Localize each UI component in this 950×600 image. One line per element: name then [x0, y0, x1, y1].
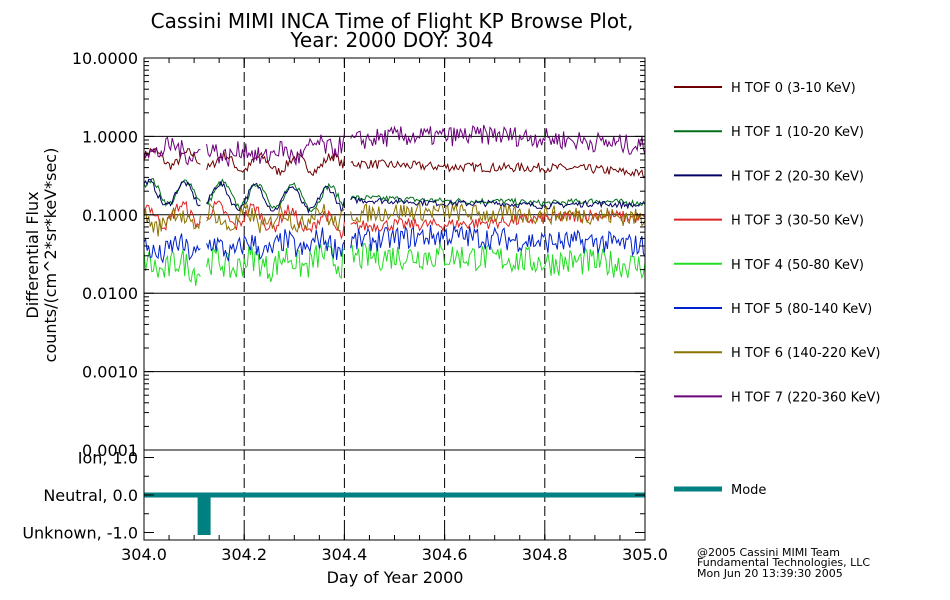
- flux-series-line-3: [143, 200, 646, 240]
- flux-series-line-4: [143, 241, 646, 286]
- x-axis-ticks: 304.0 304.2 304.4 304.6 304.8 305.0: [121, 58, 668, 564]
- flux-y-tick-label: 1.0000: [82, 127, 138, 146]
- footer-line1: @2005 Cassini MIMI Team: [697, 546, 840, 559]
- flux-y-tick-label: 0.0001: [82, 441, 138, 460]
- x-tick-label: 304.6: [422, 545, 468, 564]
- legend-label-2: H TOF 2 (20-30 KeV): [731, 169, 864, 184]
- legend-label-mode: Mode: [731, 483, 766, 498]
- legend-label-3: H TOF 3 (30-50 KeV): [731, 214, 864, 229]
- flux-y-tick-label: 0.1000: [82, 206, 138, 225]
- mode-y-tick-label: Unknown, -1.0: [22, 524, 138, 543]
- legend-label-0: H TOF 0 (3-10 KeV): [731, 81, 856, 96]
- y-axis-label-line2: counts/(cm^2*sr*keV*sec): [41, 148, 60, 363]
- x-tick-label: 304.8: [522, 545, 568, 564]
- y-axis-label-line1: Differential Flux: [23, 191, 42, 318]
- flux-series-line-5: [143, 225, 646, 264]
- x-axis-label: Day of Year 2000: [327, 568, 464, 587]
- flux-y-ticks: 10.0000 1.0000 0.1000 0.0100 0.0010 0.0001: [72, 49, 645, 460]
- x-tick-label: 304.4: [321, 545, 367, 564]
- legend-label-6: H TOF 6 (140-220 KeV): [731, 346, 880, 361]
- flux-series-line-7: [143, 124, 646, 167]
- legend-label-5: H TOF 5 (80-140 KeV): [731, 302, 872, 317]
- footer-line3: Mon Jun 20 13:39:30 2005: [697, 567, 843, 580]
- x-tick-label: 304.0: [121, 545, 167, 564]
- flux-series-line-2: [143, 178, 646, 214]
- legend-label-4: H TOF 4 (50-80 KeV): [731, 258, 864, 273]
- x-tick-label: 304.2: [221, 545, 267, 564]
- mode-series: [144, 492, 645, 535]
- flux-series-line-6: [143, 201, 646, 237]
- flux-y-tick-label: 10.0000: [72, 49, 138, 68]
- mode-y-ticks: Ion, 1.0 Neutral, 0.0 Unknown, -1.0: [22, 449, 645, 543]
- flux-y-tick-label: 0.0100: [82, 284, 138, 303]
- legend-label-1: H TOF 1 (10-20 KeV): [731, 125, 864, 140]
- flux-panel: Differential Flux counts/(cm^2*sr*keV*se…: [23, 49, 646, 460]
- flux-y-tick-label: 0.0010: [82, 363, 138, 382]
- legend: H TOF 0 (3-10 KeV) H TOF 1 (10-20 KeV) H T…: [674, 81, 880, 498]
- x-tick-label: 305.0: [622, 545, 668, 564]
- flux-series-line-1: [143, 178, 646, 213]
- flux-series: [143, 124, 646, 286]
- footer-line2: Fundamental Technologies, LLC: [697, 556, 870, 569]
- footer-credit: @2005 Cassini MIMI Team Fundamental Tech…: [697, 546, 870, 580]
- mode-y-tick-label: Neutral, 0.0: [43, 486, 138, 505]
- plot-title-line2: Year: 2000 DOY: 304: [289, 28, 493, 52]
- mode-y-tick-label: Ion, 1.0: [78, 449, 138, 468]
- legend-label-7: H TOF 7 (220-360 KeV): [731, 390, 880, 405]
- plot-title-line1: Cassini MIMI INCA Time of Flight KP Brow…: [151, 9, 634, 33]
- mode-series-line: [144, 492, 645, 535]
